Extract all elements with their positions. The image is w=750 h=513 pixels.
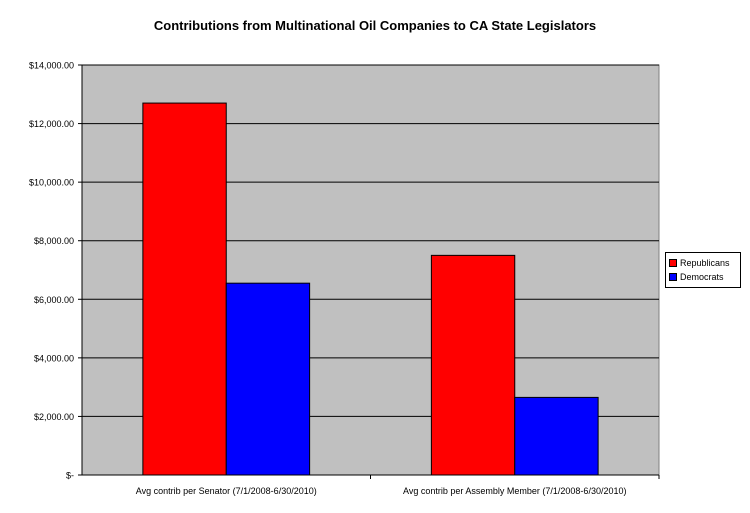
y-tick-label: $4,000.00 xyxy=(34,353,74,363)
y-tick-label: $8,000.00 xyxy=(34,236,74,246)
y-tick-label: $6,000.00 xyxy=(34,295,74,305)
legend-swatch-democrats xyxy=(669,273,677,281)
x-axis-ticks: Avg contrib per Senator (7/1/2008-6/30/2… xyxy=(136,475,660,496)
legend-label-democrats: Democrats xyxy=(680,272,724,282)
y-tick-label: $2,000.00 xyxy=(34,412,74,422)
y-tick-label: $14,000.00 xyxy=(29,61,74,71)
y-axis-ticks: $- $2,000.00 $4,000.00 $6,000.00 $8,000.00 $1… xyxy=(29,61,82,481)
bar-democrats-1 xyxy=(514,396,599,476)
bar-republicans-1 xyxy=(430,254,516,476)
y-tick-label: $10,000.00 xyxy=(29,178,74,188)
bar-democrats-0 xyxy=(225,282,311,476)
y-tick-label: $- xyxy=(66,471,74,481)
bars xyxy=(142,102,599,476)
legend: Republicans Democrats xyxy=(665,252,741,288)
x-tick-label: Avg contrib per Assembly Member (7/1/200… xyxy=(403,486,626,496)
y-tick-label: $12,000.00 xyxy=(29,119,74,129)
legend-label-republicans: Republicans xyxy=(680,258,730,268)
bar-republicans-0 xyxy=(142,102,227,476)
legend-swatch-republicans xyxy=(669,259,677,267)
chart-title: Contributions from Multinational Oil Com… xyxy=(153,18,597,33)
legend-item-democrats: Democrats xyxy=(669,270,740,284)
legend-item-republicans: Republicans xyxy=(669,256,740,270)
x-tick-label: Avg contrib per Senator (7/1/2008-6/30/2… xyxy=(136,486,317,496)
